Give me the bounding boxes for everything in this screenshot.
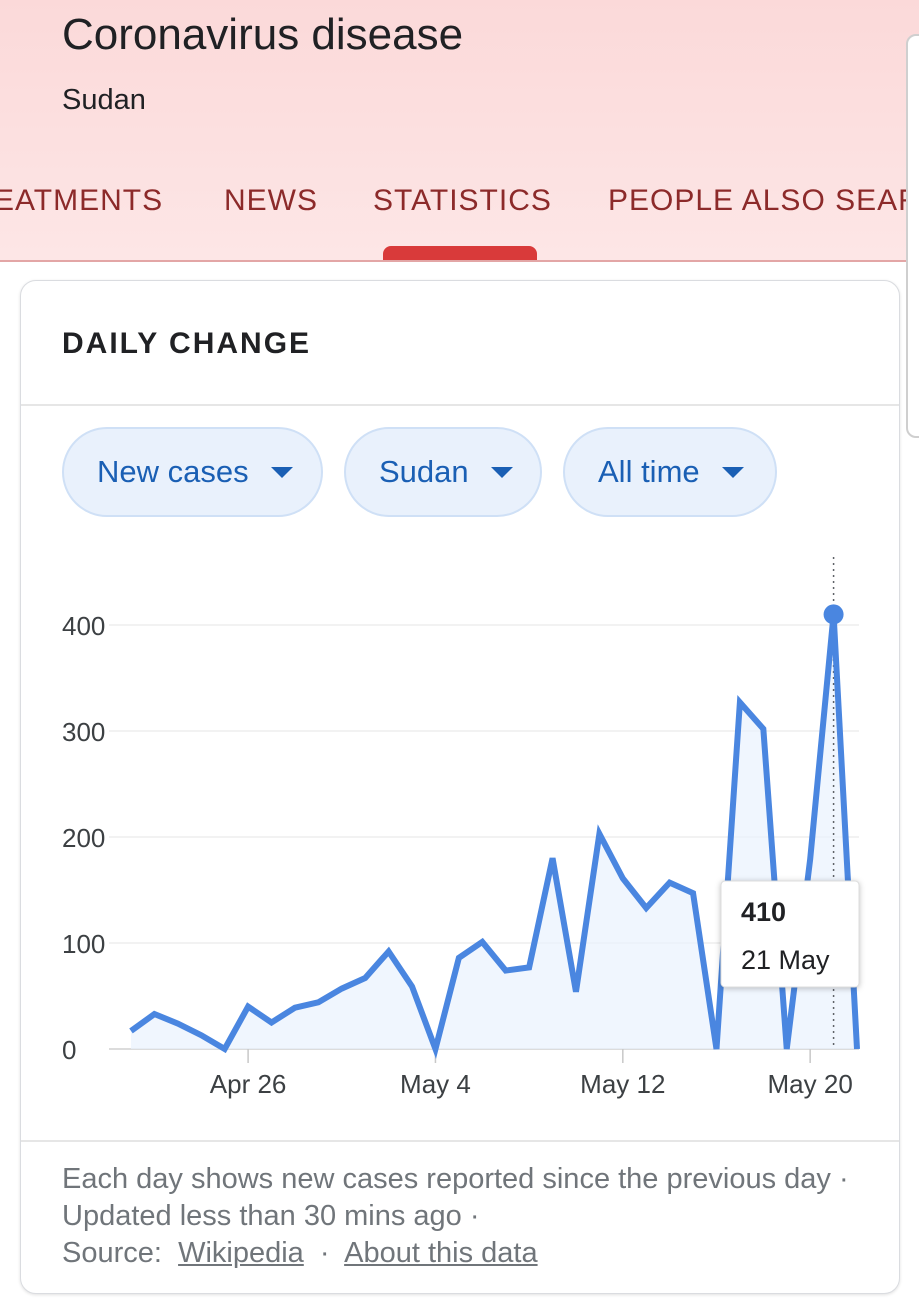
about-data-link[interactable]: About this data	[344, 1237, 538, 1269]
chart-tooltip: 410 21 May	[720, 880, 860, 988]
data-point	[222, 1046, 228, 1052]
series-line	[129, 614, 860, 1059]
y-tick-label: 200	[62, 823, 105, 853]
footnote-separator: ·	[319, 1237, 330, 1269]
location-filter-chip[interactable]: Sudan	[344, 427, 542, 517]
y-tick-label: 300	[62, 717, 105, 747]
data-point	[315, 999, 321, 1005]
dropdown-arrow-icon	[270, 466, 293, 478]
x-tick-label: May 12	[580, 1069, 665, 1099]
data-point	[737, 699, 743, 705]
page-title: Coronavirus disease	[62, 10, 464, 59]
card-divider-bottom	[21, 1140, 899, 1142]
metric-filter-chip[interactable]: New cases	[62, 427, 323, 517]
data-point	[245, 1004, 251, 1010]
time-range-filter-chip[interactable]: All time	[563, 427, 777, 517]
data-point	[128, 1028, 134, 1034]
tab-people-also-search[interactable]: PEOPLE ALSO SEARC	[608, 184, 919, 217]
wikipedia-link[interactable]: Wikipedia	[178, 1237, 304, 1269]
tab-news[interactable]: NEWS	[224, 184, 318, 217]
data-point	[596, 831, 602, 837]
data-point	[643, 905, 649, 911]
data-point	[573, 989, 579, 995]
y-tick-label: 0	[62, 1035, 76, 1065]
metric-filter-label: New cases	[97, 454, 249, 489]
source-label: Source:	[62, 1237, 162, 1269]
data-point	[526, 964, 532, 970]
data-point	[503, 968, 509, 974]
x-tick-label: Apr 26	[210, 1069, 287, 1099]
statistics-card: DAILY CHANGE New cases Sudan All time 0 1…	[20, 280, 900, 1294]
data-point	[713, 1046, 719, 1052]
data-point	[409, 983, 415, 989]
data-point	[362, 975, 368, 981]
y-tick-label: 400	[62, 611, 105, 641]
data-point	[667, 880, 673, 886]
y-tick-label: 100	[62, 929, 105, 959]
dropdown-arrow-icon	[721, 466, 744, 478]
page-subtitle: Sudan	[62, 84, 146, 116]
data-point	[198, 1032, 204, 1038]
data-point	[151, 1011, 157, 1017]
daily-change-chart[interactable]: 0 100 200 300 400 Apr 26 May 4 May 12 May 20 410 2…	[21, 281, 899, 1141]
location-filter-label: Sudan	[379, 454, 469, 489]
chart-footnote: Each day shows new cases reported since …	[62, 1161, 862, 1272]
card-divider-top	[21, 404, 899, 406]
card-title: DAILY CHANGE	[62, 327, 312, 360]
x-tick-label: May 20	[768, 1069, 853, 1099]
data-point	[620, 875, 626, 881]
highlighted-data-point	[823, 604, 844, 625]
data-point	[550, 855, 556, 861]
time-range-filter-label: All time	[598, 454, 700, 489]
tooltip-date: 21 May	[741, 945, 830, 975]
data-point	[854, 1046, 860, 1052]
scrollbar[interactable]	[906, 34, 919, 438]
footnote-text: Each day shows new cases reported since …	[62, 1163, 849, 1232]
tab-bar: EATMENTS NEWS STATISTICS PEOPLE ALSO SEA…	[0, 180, 919, 260]
data-point	[784, 1046, 790, 1052]
tooltip-value: 410	[741, 897, 786, 927]
tab-treatments[interactable]: EATMENTS	[0, 184, 164, 217]
x-tick-label: May 4	[400, 1069, 471, 1099]
tooltip-box	[720, 880, 860, 988]
data-point	[432, 1046, 438, 1052]
dropdown-arrow-icon	[490, 466, 513, 478]
series-area	[131, 614, 857, 1049]
data-point	[807, 856, 813, 862]
tab-statistics[interactable]: STATISTICS	[373, 184, 552, 217]
data-point	[339, 986, 345, 992]
data-point	[386, 948, 392, 954]
data-point	[690, 890, 696, 896]
data-point	[175, 1021, 181, 1027]
data-point	[479, 939, 485, 945]
active-tab-indicator	[383, 246, 537, 260]
data-point	[269, 1020, 275, 1026]
data-point	[456, 955, 462, 961]
knowledge-panel-header: Coronavirus disease Sudan EATMENTS NEWS …	[0, 0, 919, 262]
data-point	[760, 726, 766, 732]
data-point	[292, 1005, 298, 1011]
